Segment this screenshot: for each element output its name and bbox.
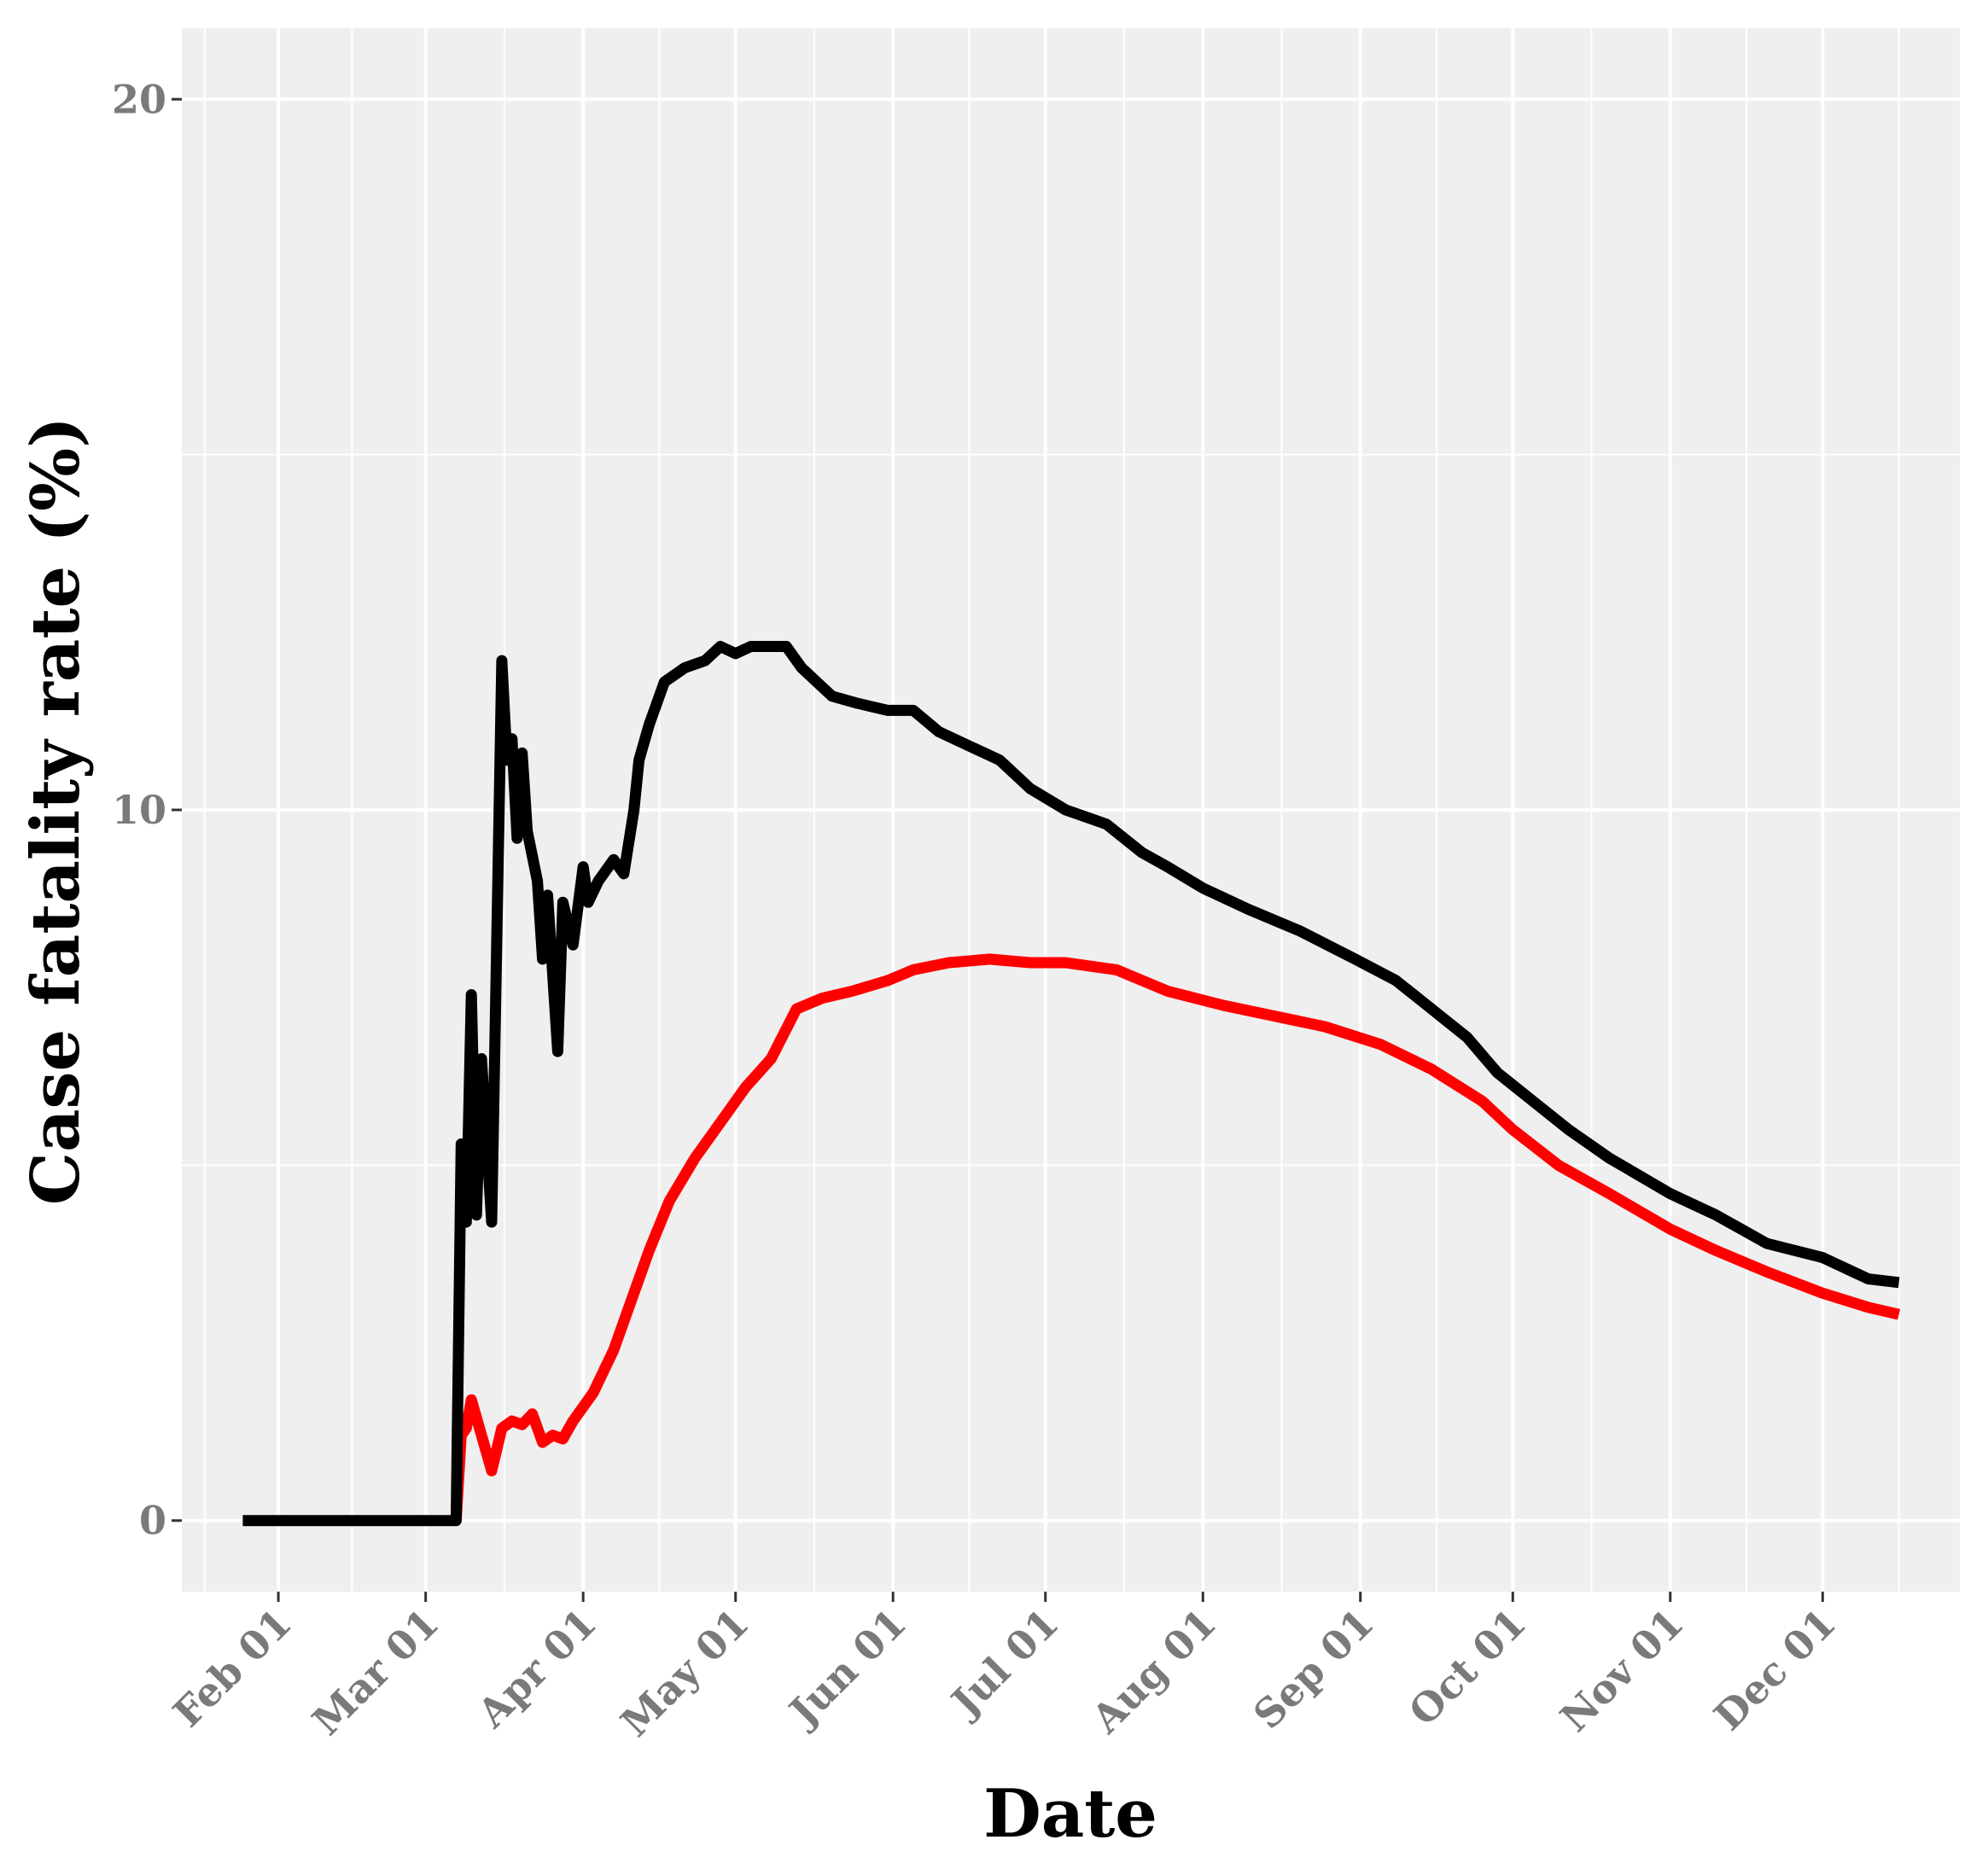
x-tick-label: Oct 01 xyxy=(1400,1600,1535,1735)
x-tick-label: May 01 xyxy=(612,1600,758,1746)
x-tick-label: Nov 01 xyxy=(1551,1600,1692,1741)
x-tick-label: Jun 01 xyxy=(778,1600,915,1737)
x-tick-label: Dec 01 xyxy=(1705,1600,1845,1739)
y-tick-label: 0 xyxy=(139,1498,166,1544)
y-tick-label: 20 xyxy=(112,76,166,122)
x-tick-label: Apr 01 xyxy=(468,1600,605,1738)
x-tick-label: Sep 01 xyxy=(1245,1600,1383,1738)
grid-major xyxy=(182,28,1960,1592)
series-line-red xyxy=(450,953,1901,1522)
x-tick-label: Mar 01 xyxy=(303,1600,447,1744)
x-tick-label: Jul 01 xyxy=(941,1600,1068,1727)
series-layer xyxy=(242,641,1901,1527)
x-axis-title: Date xyxy=(983,1775,1157,1853)
x-tick-label: Feb 01 xyxy=(164,1600,300,1737)
series-line-black xyxy=(242,641,1900,1527)
y-tick-label: 10 xyxy=(112,787,166,833)
y-axis-title: Case fatality rate (%) xyxy=(17,416,95,1205)
x-tick-label: Aug 01 xyxy=(1082,1600,1225,1743)
